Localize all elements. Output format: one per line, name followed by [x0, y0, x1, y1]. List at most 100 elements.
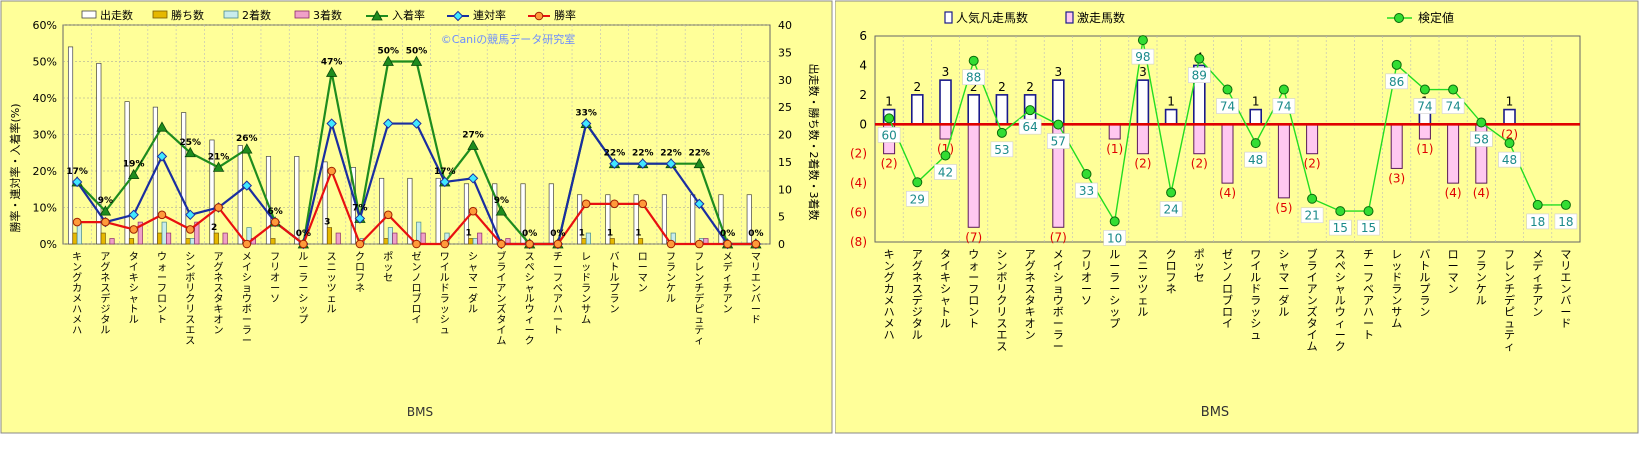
- bar-3着数: [392, 232, 398, 245]
- legend-label: 勝率: [554, 8, 576, 22]
- data-label: 47%: [321, 57, 343, 67]
- neg-label: (7): [965, 230, 982, 244]
- legend-swatch: [152, 10, 168, 19]
- bar-出走数: [181, 112, 187, 245]
- point-入着率: [410, 55, 423, 66]
- y-tick-label: (2): [850, 147, 867, 161]
- x-tick-label: レッドランサム: [581, 252, 591, 326]
- point-勝率: [497, 239, 506, 249]
- x-tick-label: ルーラーシップ: [1109, 248, 1120, 330]
- x-tick-label: レッドランサム: [1391, 248, 1402, 330]
- neg-label: (7): [1050, 230, 1067, 244]
- neg-label: (4): [1473, 186, 1490, 200]
- point-連対率: [241, 180, 253, 191]
- neg-label: (3): [1388, 171, 1405, 185]
- point-検定値: [1419, 84, 1430, 95]
- data-label: 50%: [406, 47, 428, 57]
- bar-出走数: [96, 62, 102, 245]
- x-tick-label: ウォーフロント: [968, 248, 979, 330]
- bar-出走数: [605, 194, 611, 245]
- legend-swatch: [944, 11, 953, 24]
- point-勝率: [610, 199, 619, 209]
- chart-left-bars: [67, 46, 752, 245]
- y-tick-right-label: 10: [778, 183, 792, 196]
- x-tick-label: キングカメハメハ: [884, 248, 895, 342]
- value-label-box: [934, 164, 957, 180]
- point-勝率: [553, 239, 563, 249]
- x-tick-label: タイキシャトル: [940, 248, 951, 330]
- point-勝率: [440, 239, 450, 249]
- point-連対率: [467, 173, 479, 184]
- x-tick-label: バトルプラン: [1419, 248, 1430, 319]
- data-label: 19%: [123, 160, 145, 170]
- point-勝率: [412, 239, 421, 249]
- x-tick-label: ポッセ: [383, 251, 393, 284]
- x-tick-label: チーフベアハート: [553, 251, 563, 337]
- point-検定値: [1025, 105, 1036, 116]
- x-tick-label: スニッツェル: [327, 252, 337, 316]
- x-tick-label: クロフネ: [355, 251, 365, 295]
- legend-marker: [534, 11, 544, 21]
- point-勝率: [270, 217, 280, 227]
- data-label: 9%: [98, 196, 113, 206]
- x-tick-label: クロフネ: [1166, 248, 1177, 296]
- y-tick-label: 4: [859, 58, 867, 72]
- value-label-box: [1385, 73, 1409, 90]
- x-tick-label: フランケル: [1476, 248, 1487, 307]
- neg-label: (2): [1134, 157, 1151, 171]
- data-label: 22%: [660, 149, 682, 159]
- point-検定値: [1137, 35, 1148, 46]
- point-検定値: [1476, 117, 1487, 128]
- point-入着率: [212, 161, 225, 172]
- neg-label: (1): [1416, 142, 1433, 156]
- value-label-box: [1469, 131, 1493, 147]
- point-勝率: [383, 210, 393, 220]
- point-検定値: [940, 150, 951, 161]
- x-tick-label: マリエンバード: [1560, 248, 1571, 330]
- bar-人気凡走馬数: [1136, 79, 1150, 126]
- legend-label: 3着数: [313, 8, 342, 22]
- x-tick-label: スペシャルウィーク: [525, 252, 535, 347]
- point-検定値: [1081, 169, 1092, 180]
- value-label-box: [1413, 98, 1437, 114]
- bar-勝ち数: [383, 238, 389, 245]
- win-count-label: 1: [466, 229, 472, 239]
- legend-swatch: [1065, 11, 1074, 24]
- x-tick-label: ワイルドラッシュ: [440, 252, 450, 337]
- point-検定値: [1166, 187, 1177, 198]
- value-label: 74: [1445, 100, 1460, 114]
- x-tick-label: フリオーソ: [270, 252, 280, 305]
- bar-出走数: [209, 139, 215, 245]
- y-tick-right-label: 0: [778, 238, 785, 251]
- legend-label: 2着数: [242, 8, 271, 22]
- value-label-box: [1018, 118, 1042, 135]
- bar-勝ち数: [185, 238, 191, 245]
- x-tick-label: マリエンバード: [751, 252, 761, 326]
- legend-label: 人気凡走馬数: [956, 10, 1028, 25]
- point-検定値: [912, 177, 923, 188]
- y-tick-left-label: 30%: [33, 129, 57, 142]
- neg-label: (2): [1501, 127, 1518, 141]
- neg-label: (4): [1445, 186, 1462, 200]
- x-tick-label: ローマン: [638, 252, 648, 295]
- chart-right-legend: 人気凡走馬数 激走馬数 検定値: [944, 10, 1454, 25]
- bar-勝ち数: [581, 238, 587, 245]
- point-勝率: [638, 199, 648, 209]
- point-検定値: [1532, 199, 1543, 210]
- x-tick-label: シンボリクリスエス: [996, 248, 1007, 353]
- y-tick-right-label: 35: [778, 46, 792, 59]
- pos-label: 2: [998, 80, 1006, 94]
- value-label-box: [877, 127, 901, 143]
- x-tick-label: メイショウボーラー: [242, 252, 252, 347]
- point-勝率: [723, 239, 732, 249]
- y-tick-left-label: 20%: [33, 165, 57, 178]
- point-検定値: [1335, 206, 1346, 217]
- y-tick-left-label: 10%: [33, 202, 57, 215]
- value-label: 86: [1389, 75, 1404, 89]
- point-入着率: [241, 143, 253, 154]
- chart-left-lines: 17% 9% 19% 25% 21% 26% 6% 0% 47% 7% 50% 50% 17% 27% 9%…: [66, 47, 764, 250]
- bar-人気凡走馬数: [1503, 108, 1516, 126]
- bar-激走馬数: [1418, 123, 1431, 140]
- x-tick-label: フランケル: [666, 252, 676, 305]
